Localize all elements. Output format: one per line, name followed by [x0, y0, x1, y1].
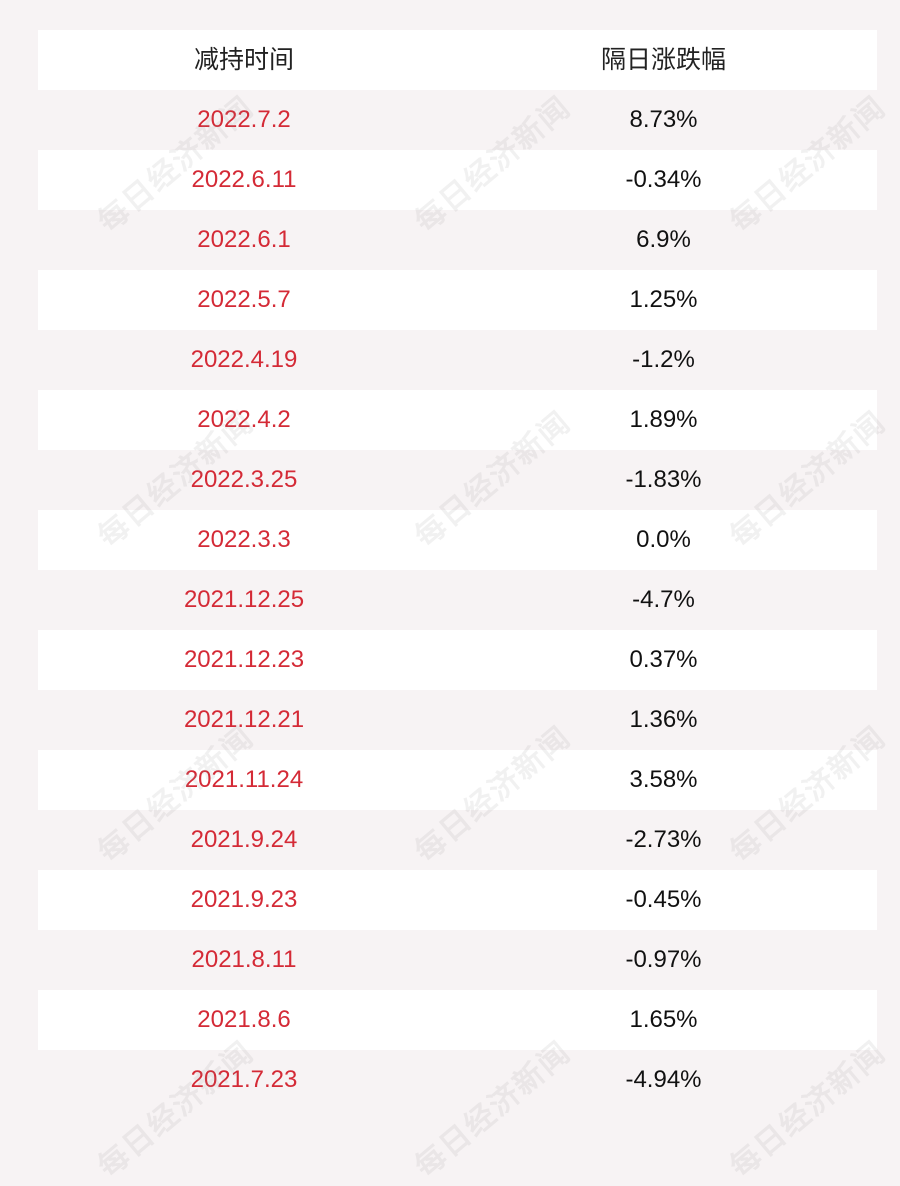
table-row: 2021.8.6 1.65%	[38, 990, 877, 1050]
date-cell: 2021.11.24	[184, 766, 304, 793]
change-cell: -4.94%	[625, 1066, 702, 1093]
change-cell: -1.2%	[632, 346, 695, 373]
date-cell: 2022.3.3	[197, 526, 291, 553]
date-cell: 2022.6.11	[191, 166, 297, 193]
table-row: 2022.4.2 1.89%	[38, 390, 877, 450]
header-change: 隔日涨跌幅	[600, 46, 726, 74]
change-cell: -0.97%	[625, 946, 702, 973]
table-row: 2021.8.11 -0.97%	[38, 930, 877, 990]
change-cell: 8.73%	[629, 106, 698, 133]
table-row: 2021.9.23 -0.45%	[38, 870, 877, 930]
date-cell: 2021.8.11	[191, 946, 297, 973]
change-cell: 1.65%	[629, 1006, 698, 1033]
table-row: 2022.7.2 8.73%	[38, 90, 877, 150]
table-row: 2022.4.19 -1.2%	[38, 330, 877, 390]
table-row: 2022.6.11 -0.34%	[38, 150, 877, 210]
table-row: 2022.5.7 1.25%	[38, 270, 877, 330]
date-cell: 2021.8.6	[197, 1006, 291, 1033]
table-row: 2021.11.24 3.58%	[38, 750, 877, 810]
date-cell: 2021.9.24	[190, 826, 298, 853]
date-cell: 2022.4.19	[190, 346, 298, 373]
header-date: 减持时间	[193, 46, 294, 74]
change-cell: -0.45%	[625, 886, 702, 913]
date-cell: 2021.9.23	[190, 886, 298, 913]
change-cell: 6.9%	[636, 226, 691, 253]
date-cell: 2021.12.25	[183, 586, 305, 613]
table-row: 2021.12.23 0.37%	[38, 630, 877, 690]
date-cell: 2021.12.21	[183, 706, 305, 733]
change-cell: -0.34%	[625, 166, 702, 193]
table-row: 2021.9.24 -2.73%	[38, 810, 877, 870]
date-cell: 2022.7.2	[197, 106, 291, 133]
change-cell: 3.58%	[629, 766, 698, 793]
table-row: 2022.6.1 6.9%	[38, 210, 877, 270]
table-body: 2022.7.2 8.73% 2022.6.11 -0.34% 2022.6.1 6.9%…	[38, 90, 877, 1110]
change-cell: 1.89%	[629, 406, 698, 433]
date-cell: 2021.7.23	[190, 1066, 298, 1093]
change-cell: 1.36%	[629, 706, 698, 733]
change-cell: 0.0%	[636, 526, 691, 553]
change-cell: -2.73%	[625, 826, 702, 853]
date-cell: 2022.5.7	[197, 286, 291, 313]
date-cell: 2021.12.23	[183, 646, 305, 673]
date-cell: 2022.4.2	[197, 406, 291, 433]
change-cell: -1.83%	[625, 466, 702, 493]
date-cell: 2022.3.25	[190, 466, 298, 493]
table-row: 2022.3.25 -1.83%	[38, 450, 877, 510]
data-table: 减持时间 隔日涨跌幅 2022.7.2 8.73% 2022.6.11 -0.34% 2…	[38, 30, 877, 1110]
change-cell: -4.7%	[632, 586, 695, 613]
table-row: 2021.12.25 -4.7%	[38, 570, 877, 630]
change-cell: 0.37%	[629, 646, 698, 673]
table-row: 2021.12.21 1.36%	[38, 690, 877, 750]
table-row: 2021.7.23 -4.94%	[38, 1050, 877, 1110]
table-header-row: 减持时间 隔日涨跌幅	[38, 30, 877, 90]
table-row: 2022.3.3 0.0%	[38, 510, 877, 570]
date-cell: 2022.6.1	[197, 226, 291, 253]
change-cell: 1.25%	[629, 286, 698, 313]
